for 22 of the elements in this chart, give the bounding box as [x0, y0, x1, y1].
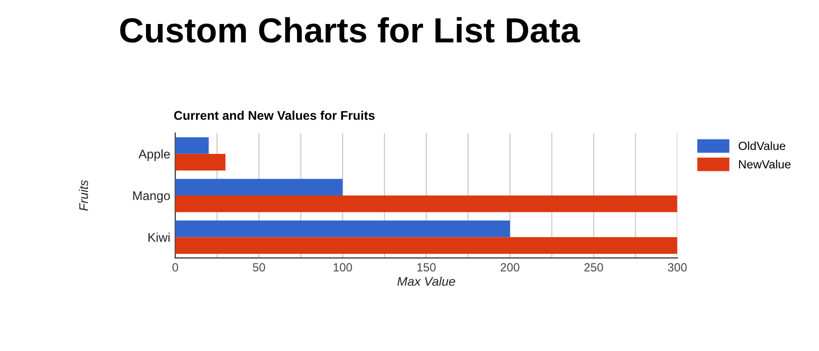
bar	[175, 154, 226, 171]
chart-title: Custom Charts for List Data	[120, 17, 580, 43]
x-tick-label: 0	[172, 263, 178, 272]
bar	[175, 196, 678, 212]
bar	[175, 137, 209, 154]
x-tick-label: 150	[417, 263, 436, 272]
x-axis-title: Max Value	[397, 276, 456, 286]
y-tick-label: Kiwi	[148, 232, 170, 242]
x-tick-label: 100	[334, 263, 352, 272]
bar	[175, 178, 343, 196]
legend-label: OldValue	[738, 141, 786, 150]
chart-subtitle: Current and New Values for Fruits	[174, 110, 375, 120]
y-tick-label: Mango	[133, 191, 170, 203]
x-tick-label: 250	[584, 263, 604, 272]
legend-label: NewValue	[739, 160, 791, 168]
y-tick-label: Apple	[138, 149, 170, 161]
x-tick-label: 50	[252, 263, 266, 272]
bar	[175, 220, 510, 238]
y-axis-title: Fruits	[78, 180, 88, 211]
x-tick-label: 200	[500, 263, 520, 272]
bar	[175, 237, 678, 254]
x-tick-label: 300	[668, 263, 687, 272]
